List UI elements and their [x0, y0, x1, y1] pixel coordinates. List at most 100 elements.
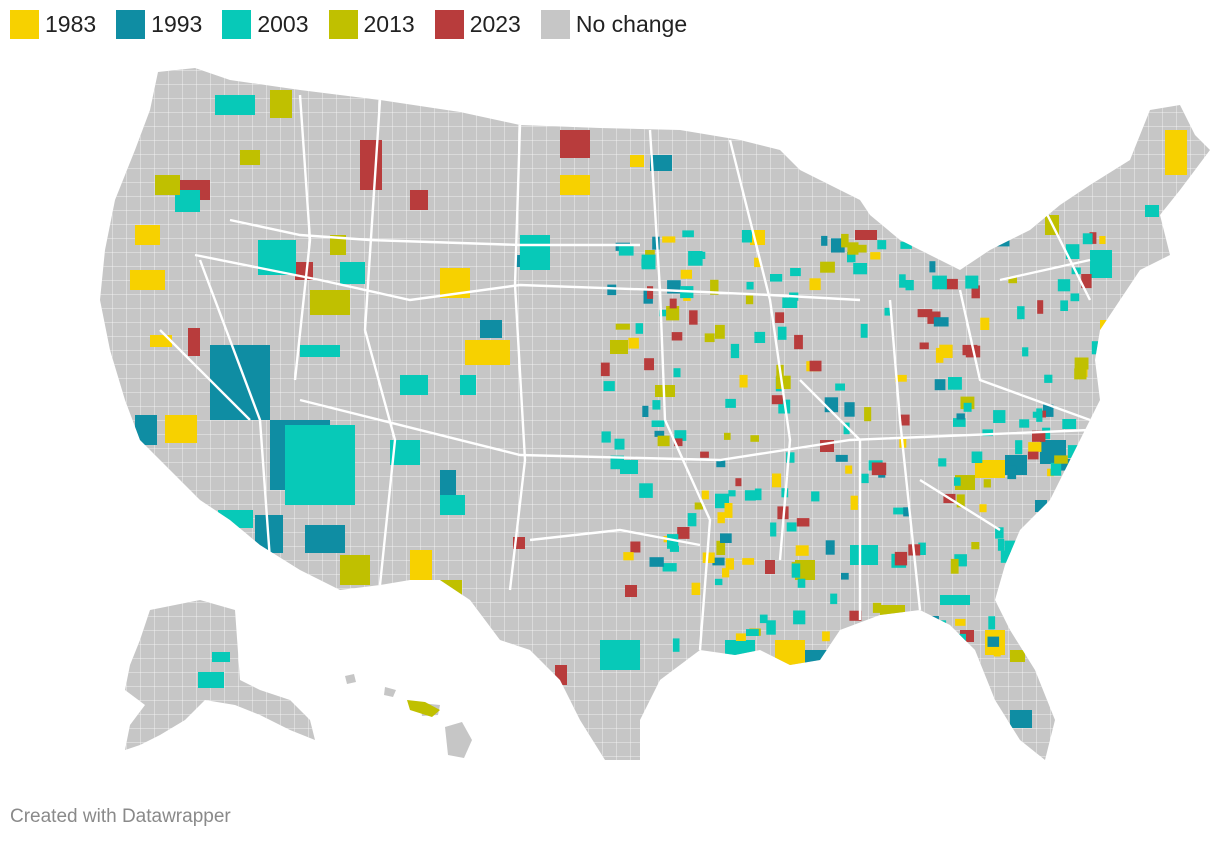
county-highlight [130, 270, 165, 290]
county-highlight [560, 130, 590, 158]
county-highlight [793, 610, 806, 625]
county-highlight [649, 557, 664, 567]
county-highlight [809, 360, 822, 372]
county-highlight [794, 334, 803, 350]
county-highlight [659, 309, 669, 317]
county-highlight [215, 95, 255, 115]
alaska-highlight-2003 [198, 672, 224, 688]
county-highlight [954, 633, 966, 643]
county-highlight [1015, 440, 1023, 455]
county-highlight [811, 491, 820, 502]
county-highlight [791, 563, 801, 578]
county-highlight [1095, 409, 1111, 421]
county-highlight [1095, 506, 1103, 519]
county-highlight [1165, 130, 1187, 175]
county-highlight [677, 527, 690, 539]
county-highlight [850, 495, 858, 510]
county-highlight [754, 331, 766, 343]
legend-item-2023: 2023 [434, 10, 521, 39]
county-highlight [1067, 445, 1080, 458]
county-highlight [603, 381, 615, 392]
county-highlight [900, 241, 912, 249]
county-highlight [669, 298, 677, 309]
county-highlight [218, 510, 253, 528]
county-highlight [714, 578, 723, 586]
county-highlight [953, 418, 966, 427]
county-highlight [835, 383, 845, 391]
county-highlight [861, 473, 869, 484]
county-highlight [1083, 565, 1098, 574]
state-borders [159, 94, 1092, 651]
county-highlight [745, 295, 754, 305]
footer-credit: Created with Datawrapper [10, 806, 231, 827]
county-highlight [652, 400, 661, 410]
county-highlight [614, 438, 625, 450]
county-highlight [1025, 603, 1039, 617]
county-highlight [647, 286, 654, 299]
county-highlight [150, 335, 172, 347]
county-highlight [1004, 540, 1019, 556]
county-highlight [919, 342, 929, 350]
county-highlight [716, 459, 726, 468]
county-highlight [1010, 650, 1025, 662]
county-highlight [672, 638, 680, 652]
county-highlight [754, 488, 762, 501]
county-highlight [1019, 419, 1030, 428]
legend-swatch-1983 [10, 10, 39, 39]
county-highlight [1037, 300, 1044, 314]
county-highlight [735, 633, 746, 641]
county-highlight [775, 640, 805, 670]
county-highlight [691, 251, 706, 259]
county-highlight [770, 274, 783, 282]
county-highlight [560, 175, 590, 195]
county-highlight [1145, 205, 1159, 217]
county-highlight [641, 254, 656, 270]
county-highlight [722, 568, 730, 578]
county-highlight [996, 236, 1010, 247]
county-highlight [954, 477, 961, 486]
county-highlight [728, 490, 736, 497]
county-highlight [771, 395, 783, 405]
county-highlight [724, 503, 733, 518]
county-highlight [1050, 462, 1062, 476]
county-highlight [600, 640, 640, 670]
county-highlight [903, 507, 911, 517]
county-highlight [330, 235, 346, 255]
county-highlight [615, 323, 630, 330]
county-highlight [759, 614, 768, 624]
county-highlight [667, 534, 679, 549]
county-highlight [555, 665, 567, 685]
county-highlight [715, 324, 725, 339]
county-highlight [270, 90, 292, 118]
county-highlight [739, 374, 748, 388]
county-highlight [165, 415, 197, 443]
map-container [0, 40, 1220, 800]
county-highlight [933, 317, 949, 327]
county-highlight [600, 362, 610, 377]
county-highlight [1007, 465, 1017, 480]
legend-item-1993: 1993 [116, 10, 202, 39]
county-highlight [988, 616, 996, 630]
legend-label-2023: 2023 [469, 11, 521, 37]
county-highlight [1095, 421, 1110, 433]
county-highlight [1036, 575, 1046, 589]
county-highlight [853, 263, 868, 275]
county-highlight [955, 618, 966, 626]
county-highlight [300, 345, 340, 357]
county-highlight [673, 368, 681, 378]
county-highlight [895, 374, 907, 382]
county-highlight [849, 610, 862, 621]
county-highlight [1062, 419, 1077, 429]
alaska-highlight-2003-b [212, 652, 230, 662]
county-highlight [844, 402, 855, 417]
county-highlight [857, 244, 867, 253]
county-highlight [855, 230, 877, 240]
county-highlight [786, 452, 795, 463]
county-highlight [625, 585, 637, 597]
hawaii [345, 674, 472, 758]
county-highlight [440, 470, 456, 500]
county-highlight [620, 460, 638, 474]
county-highlight [965, 275, 979, 289]
county-highlight [971, 451, 983, 463]
county-highlight [917, 309, 933, 318]
